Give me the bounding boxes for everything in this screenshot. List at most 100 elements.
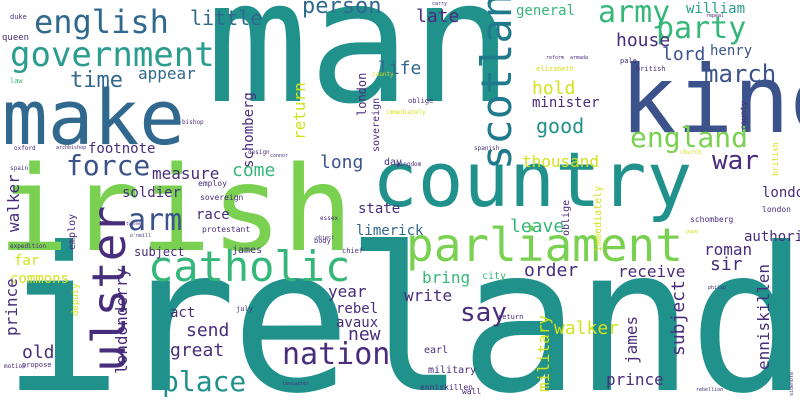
- word-parliament: parliament: [406, 218, 683, 272]
- word-oblige: oblige: [561, 199, 572, 236]
- word-past: rebellion: [696, 387, 724, 393]
- word-come: come: [232, 160, 276, 181]
- word-rebellion: queen: [2, 33, 30, 43]
- word-william: william: [686, 1, 746, 17]
- word-armada: protestant: [202, 225, 251, 234]
- word-leave: leave: [510, 216, 565, 237]
- word-far: far: [14, 253, 40, 269]
- word-roman: roman: [704, 240, 753, 259]
- word-house: house: [616, 30, 671, 51]
- word-marriage: sidenote: [789, 371, 795, 396]
- word-person: person: [302, 0, 382, 19]
- word-member: motion: [4, 363, 26, 370]
- word-place: place: [162, 365, 247, 398]
- word-return: return: [290, 82, 309, 140]
- word-bishop: oxford: [14, 145, 36, 152]
- word-carry: employ: [198, 179, 227, 188]
- word-james: james: [622, 315, 641, 364]
- word-appear: appear: [138, 64, 196, 83]
- word-general: general: [516, 3, 576, 19]
- word-shan: spain: [10, 165, 29, 172]
- word-army: army: [598, 0, 671, 30]
- word-sovereign: sovereign: [371, 97, 382, 152]
- word-richard: o'neill: [130, 233, 152, 239]
- word-son: philip: [708, 285, 727, 291]
- word-cecil: pope: [686, 229, 699, 235]
- word-duke: design: [248, 149, 270, 156]
- word-receive: receive: [618, 262, 686, 281]
- word-propose: elizabeth: [536, 65, 574, 73]
- word-bring: bring: [422, 268, 471, 287]
- word-kingdom: city: [482, 271, 507, 282]
- word-immediately: immediately: [593, 185, 604, 252]
- word-state: state: [358, 201, 401, 217]
- word-london: london: [355, 72, 369, 116]
- word-edward: tyrone: [126, 221, 141, 226]
- word-oxford: essex: [320, 215, 339, 222]
- word-rebel: rebel: [336, 301, 379, 317]
- word-expedition: immediately: [386, 109, 426, 116]
- word-make: make: [2, 73, 186, 162]
- word-queen: body: [314, 237, 331, 245]
- word-body: military: [428, 365, 477, 376]
- word-march: march: [704, 60, 777, 88]
- word-john: object: [316, 235, 335, 241]
- word-repeal: sovereign: [200, 193, 244, 202]
- word-londonderry: londonderry: [112, 268, 131, 374]
- word-hold: hold: [532, 78, 576, 99]
- word-long: long: [320, 152, 364, 173]
- word-commons: commons: [10, 271, 70, 287]
- word-say: say: [460, 298, 507, 328]
- word-law: chief: [342, 247, 364, 255]
- word-lord: lord: [662, 44, 706, 65]
- word-year: year: [328, 282, 367, 301]
- word-city: londonderry: [762, 185, 800, 201]
- word-sir: sir: [710, 254, 743, 275]
- word-nation: nation: [282, 337, 391, 372]
- word-design: earl: [424, 345, 449, 356]
- word-order: order: [524, 260, 579, 281]
- word-english: english: [34, 3, 169, 41]
- word-oneill: oblige: [408, 97, 434, 105]
- word-little: little: [190, 6, 263, 30]
- word-war: war: [712, 146, 759, 176]
- word-man: man: [206, 0, 514, 142]
- word-tyrone: county: [372, 71, 394, 78]
- word-officer: connor: [270, 153, 289, 159]
- word-iii: bishop: [182, 119, 204, 126]
- word-essex: wall: [462, 387, 482, 396]
- word-race: race: [196, 207, 230, 223]
- word-measure: measure: [152, 164, 220, 183]
- word-life: life: [378, 58, 422, 79]
- word-prince: prince: [2, 278, 21, 336]
- word-spanish: return: [498, 313, 524, 321]
- word-revolt: expedition: [10, 243, 47, 250]
- word-pope: carry: [432, 1, 448, 7]
- word-county: county: [739, 101, 748, 130]
- word-government: government: [10, 35, 215, 75]
- word-write: write: [404, 286, 453, 305]
- word-send: send: [186, 320, 230, 341]
- word-philip: duke: [10, 13, 27, 21]
- word-soldier: soldier: [122, 185, 182, 201]
- word-lancaster: reform: [546, 55, 565, 61]
- word-king: king: [620, 46, 800, 155]
- word-minister: james: [232, 245, 263, 256]
- word-england: england: [630, 121, 749, 154]
- word-british: british: [771, 142, 780, 176]
- word-late: late: [416, 6, 460, 27]
- word-country: country: [372, 135, 693, 224]
- word-wall: authority: [744, 229, 800, 245]
- word-schomberg: schomberg: [241, 92, 257, 168]
- word-subject: subject: [668, 280, 689, 356]
- word-party: party: [656, 11, 747, 46]
- word-limerick: limerick: [356, 223, 424, 239]
- word-ireland: ireland: [2, 205, 800, 400]
- word-enniskillen: enniskillen: [754, 264, 773, 370]
- word-catholic: catholic: [148, 242, 351, 291]
- word-force: force: [66, 149, 151, 182]
- word-sidenote: law: [10, 77, 23, 85]
- word-deputy: propose: [22, 361, 52, 369]
- word-police: church: [680, 149, 702, 156]
- word-church: repeal: [706, 13, 725, 19]
